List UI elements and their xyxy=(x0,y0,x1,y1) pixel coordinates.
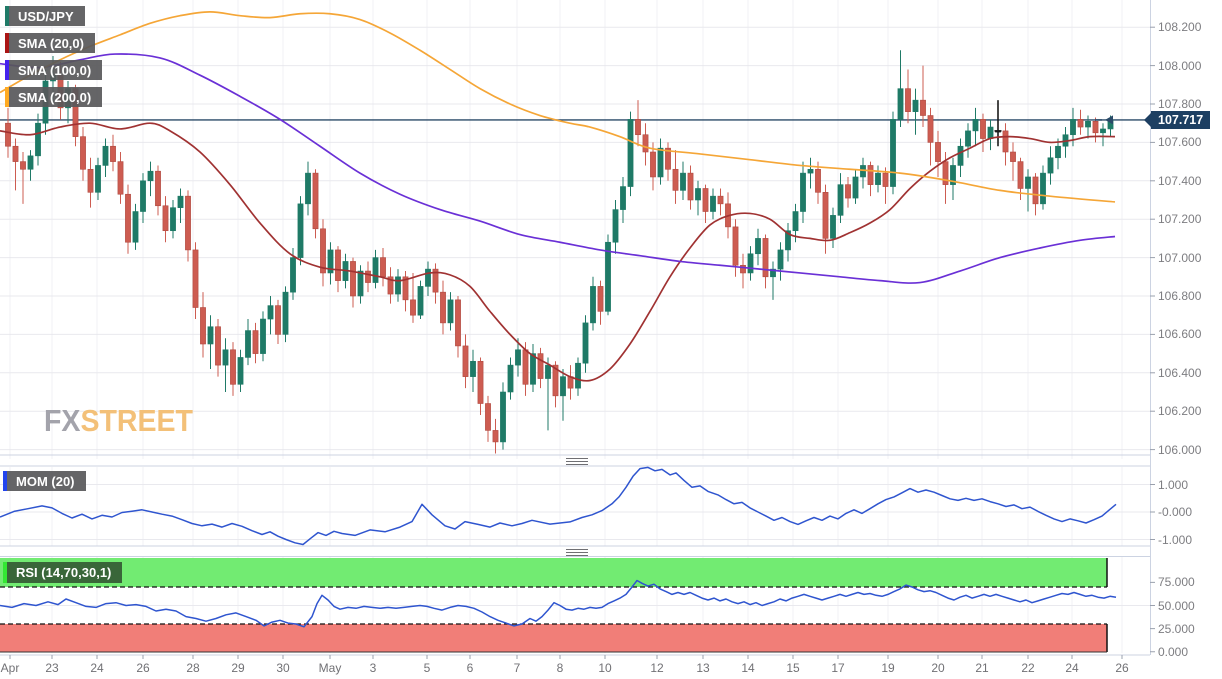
rsi-zones xyxy=(0,558,1108,653)
panel-resize-handle-rsi[interactable] xyxy=(566,549,588,557)
price-axis-tick: 106.200 xyxy=(1158,404,1202,419)
sma100-label: SMA (100,0) xyxy=(18,62,92,78)
price-axis-tick: 108.200 xyxy=(1158,20,1202,35)
date-axis-tick: 21 xyxy=(975,661,989,675)
rsi-axis-tick: 25.000 xyxy=(1158,621,1195,636)
date-axis-tick: 20 xyxy=(931,661,945,675)
sma100-color-bar-icon xyxy=(5,60,9,80)
date-axis-tick: 22 xyxy=(1021,661,1035,675)
sma100-badge[interactable]: SMA (100,0) xyxy=(5,60,103,80)
price-axis-tick: 107.400 xyxy=(1158,173,1202,188)
symbol-label: USD/JPY xyxy=(18,8,74,24)
symbol-badge: USD/JPY xyxy=(5,6,85,26)
rsi-axis-tick: 75.000 xyxy=(1158,575,1195,590)
date-axis-tick: 28 xyxy=(186,661,200,675)
sma20-color-bar-icon xyxy=(5,33,9,53)
last-price-arrow-icon xyxy=(1105,115,1113,125)
date-axis-tick: 13 xyxy=(696,661,710,675)
price-axis-tick: 106.000 xyxy=(1158,442,1202,457)
date-axis-tick: 5 xyxy=(423,661,431,675)
price-axis-tick: 106.400 xyxy=(1158,365,1202,380)
rsi-color-bar-icon xyxy=(3,562,7,583)
rsi-axis-tick: 50.000 xyxy=(1158,598,1195,613)
date-axis-tick: May xyxy=(318,661,342,675)
date-axis-tick: 6 xyxy=(466,661,474,675)
mom-axis-tick: -1.000 xyxy=(1158,532,1193,547)
date-axis-tick: Apr xyxy=(0,661,20,675)
date-axis-tick: 14 xyxy=(741,661,755,675)
watermark-street: STREET xyxy=(80,403,193,438)
overlay-sma20 xyxy=(0,122,1116,382)
watermark-fx: FX xyxy=(44,403,81,438)
candles xyxy=(5,50,1114,454)
mom-axis-tick: 1.000 xyxy=(1158,477,1189,492)
date-axis-tick: 26 xyxy=(1115,661,1129,675)
rsi-axis-tick: 0.000 xyxy=(1158,644,1189,659)
price-axis-tick: 107.800 xyxy=(1158,97,1202,111)
mom-axis-tick: -0.000 xyxy=(1158,505,1193,519)
sma20-badge[interactable]: SMA (20,0) xyxy=(5,33,95,53)
overlay-sma100 xyxy=(0,53,1116,284)
mom-line xyxy=(0,466,1117,546)
overlay-sma200 xyxy=(0,10,1116,203)
date-axis-tick: 17 xyxy=(831,661,845,675)
rsi-badge[interactable]: RSI (14,70,30,1) xyxy=(3,562,123,583)
date-axis-tick: 10 xyxy=(598,661,612,675)
sma200-color-bar-icon xyxy=(5,87,9,107)
price-axis-tick: 108.000 xyxy=(1158,58,1202,73)
symbol-color-bar-icon xyxy=(5,6,9,26)
panel-borders xyxy=(0,0,1155,659)
mom-badge[interactable]: MOM (20) xyxy=(3,471,86,491)
date-axis-tick: 3 xyxy=(369,661,377,675)
date-axis-tick: 26 xyxy=(136,661,150,675)
date-axis-tick: 23 xyxy=(45,661,59,675)
price-axis-tick: 107.000 xyxy=(1158,250,1202,265)
date-axis-tick: 7 xyxy=(513,661,521,675)
last-price-badge: 107.717 xyxy=(1143,111,1211,129)
rsi-line xyxy=(0,579,1117,628)
date-axis-tick: 24 xyxy=(90,661,104,675)
price-axis-tick: 106.600 xyxy=(1158,327,1202,342)
sma200-label: SMA (200,0) xyxy=(18,89,92,105)
date-axis-tick: 24 xyxy=(1065,661,1079,675)
rsi-label: RSI (14,70,30,1) xyxy=(16,565,112,580)
fxstreet-watermark: FXSTREET xyxy=(44,403,193,439)
horizontal-gridlines xyxy=(0,26,1150,606)
date-axis-tick: 19 xyxy=(881,661,895,675)
date-axis-tick: 30 xyxy=(276,661,290,675)
date-axis-tick: 15 xyxy=(786,661,800,675)
sma200-badge[interactable]: SMA (200,0) xyxy=(5,87,103,107)
date-axis-tick: 8 xyxy=(556,661,564,675)
mom-color-bar-icon xyxy=(3,471,7,491)
price-axis-tick: 106.800 xyxy=(1158,289,1202,303)
price-axis-tick: 107.600 xyxy=(1158,135,1202,150)
mom-label: MOM (20) xyxy=(16,473,75,489)
price-axis-tick: 107.200 xyxy=(1158,212,1202,227)
sma20-label: SMA (20,0) xyxy=(18,35,84,51)
date-axis-tick: 29 xyxy=(231,661,245,675)
date-axis-tick: 12 xyxy=(650,661,664,675)
panel-resize-handle-mom[interactable] xyxy=(566,458,588,466)
